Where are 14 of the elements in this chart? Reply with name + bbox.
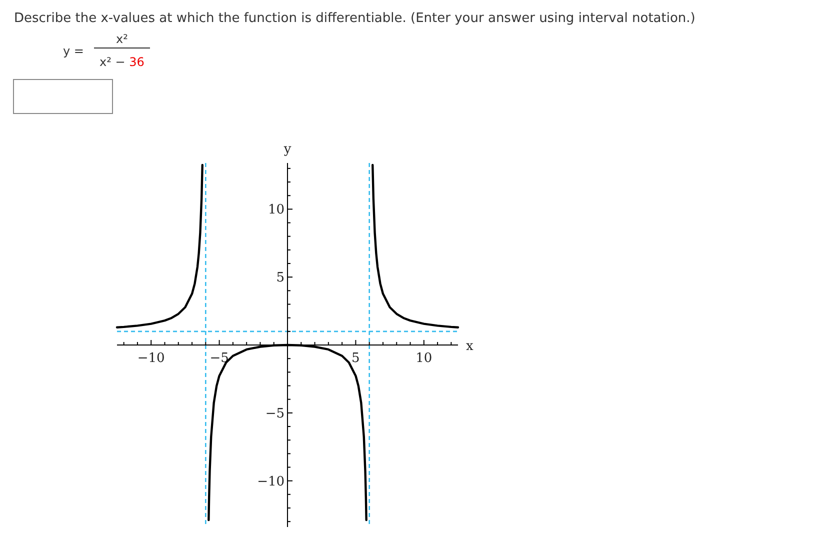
y-tick-label: 5: [276, 270, 284, 286]
y-tick-label: 10: [268, 202, 284, 218]
text: x² − 36: [100, 55, 144, 69]
chart-title: Describe the x-values at which the function is differentiable. (Enter your answer using interval notation.): [14, 11, 696, 26]
x-tick-label: −5: [210, 351, 229, 366]
text: x²: [116, 32, 128, 46]
x-axis-title: x: [466, 339, 474, 354]
y-tick-label: −5: [265, 406, 284, 422]
text: y =: [63, 44, 84, 58]
x-tick-label: 10: [416, 351, 432, 366]
y-axis-title: y: [282, 142, 292, 157]
y-tick-label: −10: [257, 474, 284, 490]
x-tick-label: 5: [352, 351, 360, 366]
x-tick-label: −10: [137, 351, 165, 366]
